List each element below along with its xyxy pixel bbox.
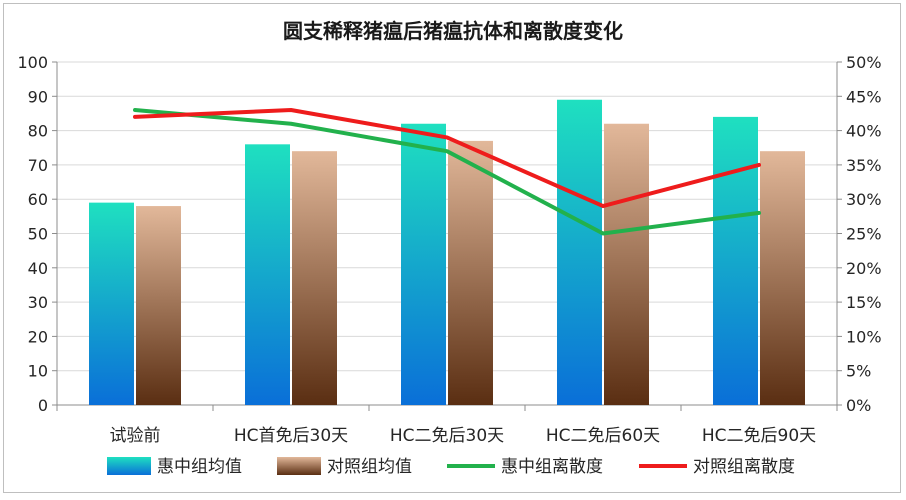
- left-tick-label: 70: [28, 156, 48, 175]
- right-tick-label: 35%: [846, 156, 882, 175]
- left-tick-label: 90: [28, 87, 48, 106]
- bar-control-mean: [292, 151, 337, 405]
- bar-control-mean: [760, 151, 805, 405]
- left-tick-label: 50: [28, 225, 48, 244]
- line-huizhong-dispersion: [133, 108, 761, 236]
- category-label: 试验前: [110, 426, 161, 446]
- bar-huizhong-mean: [557, 99, 602, 405]
- right-tick-label: 20%: [846, 259, 882, 278]
- right-tick-label: 50%: [846, 53, 882, 72]
- bar-control-mean: [604, 123, 649, 406]
- bar-huizhong-mean: [89, 202, 134, 405]
- legend-label: 惠中组离散度: [501, 457, 603, 477]
- legend-label: 对照组均值: [327, 457, 412, 477]
- legend-swatch: [107, 457, 151, 475]
- right-tick-label: 5%: [846, 362, 871, 381]
- left-tick-label: 100: [17, 53, 48, 72]
- left-tick-label: 40: [28, 259, 48, 278]
- bar-control-mean: [448, 140, 493, 405]
- right-tick-label: 15%: [846, 293, 882, 312]
- category-label: HC首免后30天: [234, 426, 348, 446]
- category-label: HC二免后30天: [390, 426, 504, 446]
- bar-huizhong-mean: [713, 116, 758, 405]
- left-tick-label: 10: [28, 362, 48, 381]
- right-tick-label: 45%: [846, 87, 882, 106]
- left-tick-label: 80: [28, 122, 48, 141]
- right-tick-label: 40%: [846, 122, 882, 141]
- right-tick-label: 0%: [846, 396, 871, 415]
- category-label: HC二免后90天: [702, 426, 816, 446]
- left-tick-label: 20: [28, 327, 48, 346]
- legend-swatch: [277, 457, 321, 475]
- right-tick-label: 25%: [846, 225, 882, 244]
- bar-huizhong-mean: [245, 144, 290, 405]
- bar-control-mean: [136, 206, 181, 405]
- legend-label: 惠中组均值: [157, 457, 242, 477]
- chart-title: 圆支稀释猪瘟后猪瘟抗体和离散度变化: [283, 19, 623, 43]
- line-control-dispersion: [133, 108, 761, 209]
- category-label: HC二免后60天: [546, 426, 660, 446]
- bar-huizhong-mean: [401, 123, 446, 406]
- right-tick-label: 10%: [846, 327, 882, 346]
- left-tick-label: 60: [28, 190, 48, 209]
- left-tick-label: 30: [28, 293, 48, 312]
- right-tick-label: 30%: [846, 190, 882, 209]
- legend-label: 对照组离散度: [693, 457, 795, 477]
- left-tick-label: 0: [38, 396, 48, 415]
